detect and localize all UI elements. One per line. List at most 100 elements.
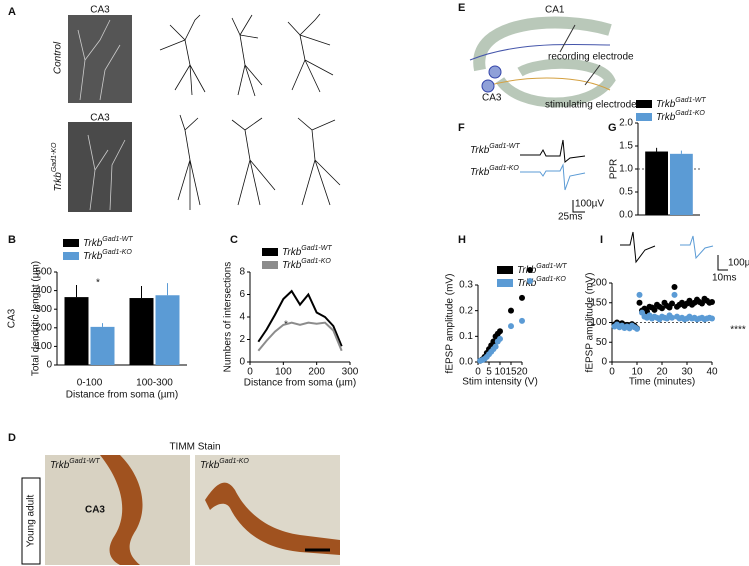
x-axis-label: Time (minutes) [629, 377, 695, 388]
label: TrkbGad1-WT [50, 458, 100, 470]
y-tick-label: 100 [590, 317, 607, 328]
x-tick-label: 100 [275, 367, 292, 378]
y-axis-label: fEPSP amplitude (mV) [585, 273, 596, 373]
label: TrkbGad1-KO [83, 249, 132, 261]
y-tick-label: 8 [239, 267, 245, 278]
point [669, 300, 675, 307]
x-axis-label: Stim intensity (V) [462, 377, 538, 388]
diagram-label: recording electrode [548, 52, 634, 63]
legend-swatch [262, 248, 278, 256]
label-text: Trkb [50, 460, 70, 471]
x-tick-label: 0 [247, 367, 253, 378]
label-superscript: Gad1-KO [301, 258, 331, 265]
label-text: Trkb [53, 172, 64, 192]
y-tick-label: 500 [35, 267, 52, 278]
label-text: Trkb [517, 265, 537, 276]
label: TrkbGad1-KO [656, 110, 705, 122]
label-text: Trkb [282, 247, 302, 258]
y-tick-label: 100 [35, 341, 52, 352]
label: TrkbGad1-WT [282, 245, 332, 257]
y-axis-label: fEPSP amplitude (mV) [445, 274, 456, 374]
legend-swatch [497, 279, 513, 287]
panel-letter: F [458, 122, 465, 134]
x-tick-label: 15 [505, 367, 517, 378]
panel-letter: D [8, 432, 16, 444]
point [634, 325, 640, 332]
scale-label: 100µV [728, 258, 749, 269]
y-tick-label: 0.0 [459, 357, 473, 368]
panel-letter: C [230, 234, 238, 246]
x-axis-label: Distance from soma (µm) [66, 390, 178, 401]
legend-swatch [63, 252, 79, 260]
annotation: **** [730, 325, 746, 336]
bar [645, 151, 668, 215]
legend-swatch [63, 239, 79, 247]
scale-bar [717, 255, 728, 271]
y-tick-label: 2 [239, 334, 245, 345]
label-superscript: Gad1-KO [219, 458, 249, 465]
y-tick-label: 1.5 [619, 141, 633, 152]
diagram-label: CA1 [545, 5, 565, 16]
x-tick-label: 20 [656, 367, 668, 378]
y-tick-label: 150 [590, 297, 607, 308]
point [651, 306, 658, 313]
panel-letter: H [458, 234, 466, 246]
label: TrkbGad1-WT [470, 143, 520, 155]
label: TrkbGad1-KO [51, 142, 63, 191]
panel-letter: B [8, 234, 16, 246]
image-label: CA3 [90, 5, 110, 16]
label: TrkbGad1-KO [200, 458, 249, 470]
label-superscript: Gad1-KO [675, 110, 705, 117]
x-tick-label: 5 [486, 367, 492, 378]
trace [520, 163, 586, 191]
row-label: Control [53, 41, 64, 74]
label-superscript: Gad1-WT [102, 236, 133, 243]
point [636, 299, 643, 306]
micrograph [68, 15, 132, 103]
bar [670, 153, 693, 215]
legend-marker [527, 278, 533, 284]
scale-label: 100µV [575, 199, 604, 210]
label-superscript: Gad1-WT [69, 458, 100, 465]
label-box [21, 477, 41, 565]
panel-letter: I [600, 234, 603, 246]
y-tick-label: 300 [35, 304, 52, 315]
y-axis-label: Total dendritic lenght (µm) [31, 261, 42, 376]
stain-band [205, 482, 340, 555]
series-line [257, 289, 343, 347]
y-tick-label: 200 [590, 278, 607, 289]
x-tick-label: 0 [609, 367, 615, 378]
scale-bar [572, 200, 585, 213]
x-tick-label: 0-100 [77, 378, 103, 389]
point [519, 294, 525, 301]
point [659, 305, 665, 312]
label-superscript: Gad1-WT [301, 245, 332, 252]
y-axis-label: PPR [609, 159, 620, 180]
y-tick-label: 0.2 [459, 305, 473, 316]
bar [90, 326, 115, 365]
trace [620, 231, 656, 264]
y-tick-label: 50 [596, 337, 608, 348]
legend-swatch [636, 100, 652, 108]
panel-letter: G [608, 122, 617, 134]
x-tick-label: 0 [475, 367, 481, 378]
point [709, 315, 715, 322]
y-tick-label: 0 [46, 360, 52, 371]
x-tick-label: 200 [308, 367, 325, 378]
point [497, 328, 503, 335]
y-tick-label: 0.5 [619, 187, 633, 198]
diagram-label: stimulating electrode [545, 100, 637, 111]
label-text: Trkb [470, 145, 490, 156]
label-superscript: Gad1-WT [536, 263, 567, 270]
scale-label: 10ms [712, 273, 736, 284]
bar [129, 298, 154, 365]
scale-label: 25ms [558, 212, 582, 223]
label-text: Trkb [83, 251, 103, 262]
label-superscript: Gad1-KO [51, 142, 58, 172]
label-superscript: Gad1-KO [102, 249, 132, 256]
point [699, 300, 705, 307]
micrograph-texture [77, 19, 126, 211]
trace [680, 235, 714, 260]
label: TrkbGad1-KO [470, 165, 519, 177]
legend-marker [527, 267, 533, 273]
